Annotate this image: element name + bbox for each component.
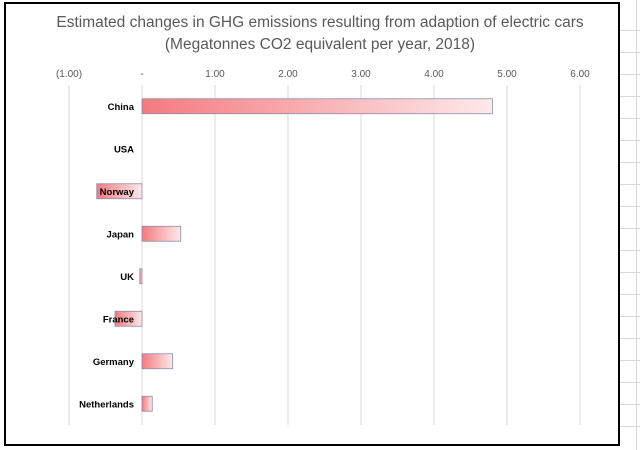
category-label: Netherlands bbox=[79, 399, 134, 410]
spreadsheet-row-line bbox=[620, 228, 640, 229]
spreadsheet-row-line bbox=[620, 140, 640, 141]
spreadsheet-row-line bbox=[620, 96, 640, 97]
category-label: Germany bbox=[93, 357, 135, 368]
spreadsheet-row-line bbox=[620, 382, 640, 383]
x-tick-label: 2.00 bbox=[278, 69, 298, 80]
spreadsheet-row-line bbox=[620, 360, 640, 361]
spreadsheet-row-line bbox=[620, 250, 640, 251]
category-label: France bbox=[103, 314, 134, 325]
x-tick-label: - bbox=[140, 69, 143, 80]
category-label: Japan bbox=[107, 229, 135, 240]
chart-subtitle: (Megatonnes CO2 equivalent per year, 201… bbox=[164, 36, 476, 53]
bar-france bbox=[114, 310, 143, 327]
bar-norway bbox=[96, 183, 143, 200]
spreadsheet-row-line bbox=[620, 184, 640, 185]
bar-japan bbox=[141, 225, 182, 242]
x-tick-label: 6.00 bbox=[570, 69, 590, 80]
x-tick-label: 3.00 bbox=[351, 69, 371, 80]
spreadsheet-row-line bbox=[620, 206, 640, 207]
spreadsheet-row-line bbox=[620, 426, 640, 427]
spreadsheet-row-line bbox=[620, 74, 640, 75]
x-tick-label: (1.00) bbox=[56, 69, 82, 80]
x-tick-label: 5.00 bbox=[497, 69, 517, 80]
category-label: USA bbox=[114, 144, 134, 155]
spreadsheet-row-line bbox=[620, 52, 640, 53]
spreadsheet-row-line bbox=[620, 338, 640, 339]
category-label: Norway bbox=[100, 187, 135, 198]
spreadsheet-row-line bbox=[620, 118, 640, 119]
spreadsheet-row-line bbox=[620, 162, 640, 163]
spreadsheet-row-line bbox=[620, 294, 640, 295]
spreadsheet-row-line bbox=[620, 404, 640, 405]
x-tick-label: 4.00 bbox=[424, 69, 444, 80]
spreadsheet-row-line bbox=[620, 272, 640, 273]
category-label: China bbox=[108, 102, 135, 113]
bar-china bbox=[141, 98, 493, 115]
bar-germany bbox=[141, 353, 174, 370]
category-label: UK bbox=[120, 272, 134, 283]
bar-netherlands bbox=[141, 395, 153, 412]
spreadsheet-row-line bbox=[620, 316, 640, 317]
chart-frame bbox=[4, 2, 620, 446]
bar-uk bbox=[139, 268, 143, 285]
spreadsheet-column-line bbox=[636, 0, 637, 450]
x-tick-label: 1.00 bbox=[205, 69, 225, 80]
spreadsheet-row-line bbox=[620, 30, 640, 31]
chart-title: Estimated changes in GHG emissions resul… bbox=[56, 14, 584, 31]
